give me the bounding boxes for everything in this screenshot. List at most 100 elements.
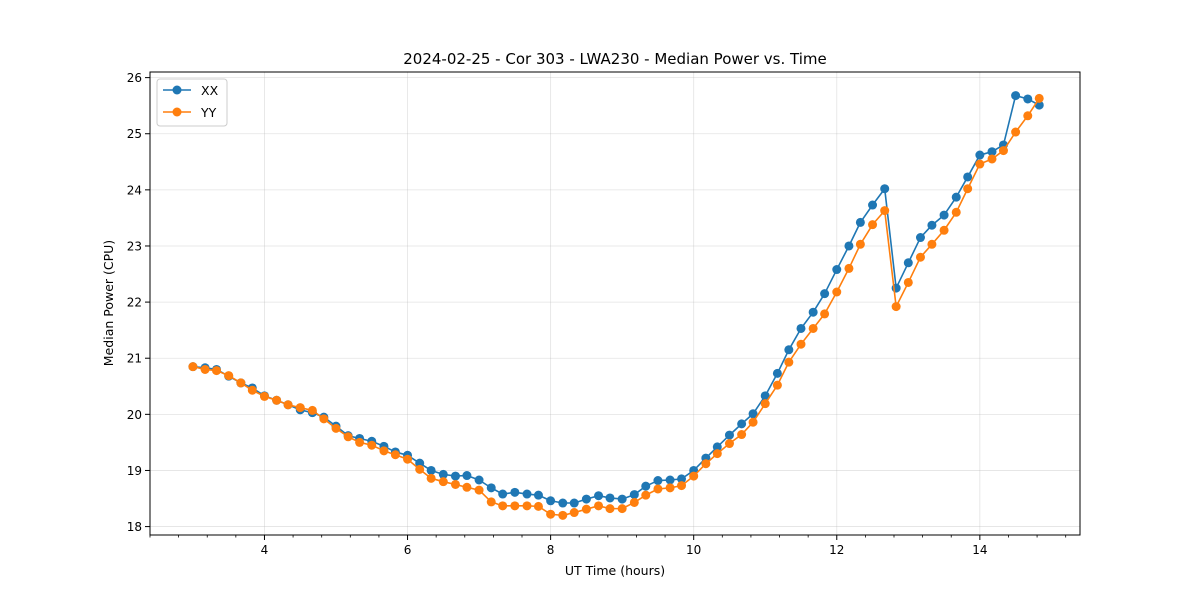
series-yy-point	[247, 385, 257, 395]
series-yy-point	[415, 464, 425, 474]
series-xx-point	[951, 192, 961, 202]
y-tick-label: 25	[127, 127, 142, 141]
x-tick-label: 4	[261, 543, 269, 557]
series-xx-point	[975, 150, 985, 160]
series-yy-point	[224, 371, 234, 381]
y-tick-label: 22	[127, 296, 142, 310]
series-xx-point	[868, 200, 878, 210]
series-yy-point	[927, 239, 937, 249]
series-yy-point	[689, 471, 699, 481]
series-yy-point	[510, 501, 520, 511]
x-tick-label: 14	[972, 543, 987, 557]
series-yy-point	[307, 405, 317, 415]
series-yy-point	[558, 510, 568, 520]
series-yy-point	[975, 159, 985, 169]
chart-title: 2024-02-25 - Cor 303 - LWA230 - Median P…	[403, 50, 827, 68]
series-xx-point	[581, 494, 591, 504]
series-yy-point	[915, 252, 925, 262]
series-yy-point	[855, 239, 865, 249]
series-yy-point	[474, 485, 484, 495]
series-yy-point	[760, 399, 770, 409]
series-yy-point	[665, 483, 675, 493]
series-yy-point	[641, 490, 651, 500]
series-yy-point	[724, 439, 734, 449]
series-yy-point	[987, 154, 997, 164]
series-xx-point	[760, 391, 770, 401]
series-yy-point	[594, 501, 604, 511]
legend-yy-marker	[172, 107, 182, 117]
series-xx-point	[772, 368, 782, 378]
series-xx-point	[737, 419, 747, 429]
series-xx-point	[462, 471, 472, 481]
series-yy-point	[808, 323, 818, 333]
y-tick-label: 23	[127, 239, 142, 253]
series-xx-point	[915, 233, 925, 243]
series-yy-point	[212, 366, 222, 376]
series-xx-point	[617, 494, 627, 504]
series-xx-point	[1011, 91, 1021, 101]
legend-xx-marker	[172, 85, 182, 95]
series-yy-point	[844, 263, 854, 273]
legend: XX YY	[156, 78, 228, 127]
series-xx-point	[486, 483, 496, 493]
series-xx-point	[426, 465, 436, 475]
series-xx-point	[546, 496, 556, 506]
series-yy-point	[1023, 111, 1033, 121]
series-yy-point	[498, 501, 508, 511]
series-yy-point	[390, 450, 400, 460]
series-yy-point	[880, 206, 890, 216]
series-xx-point	[415, 458, 425, 468]
y-axis-label: Median Power (CPU)	[101, 240, 116, 366]
series-yy-point	[784, 357, 794, 367]
series-yy-point	[712, 449, 722, 459]
series-yy-point	[748, 417, 758, 427]
series-yy-point	[737, 430, 747, 440]
series-xx-point	[641, 481, 651, 491]
series-xx-point	[927, 220, 937, 230]
x-tick-label: 6	[404, 543, 412, 557]
x-axis-label: UT Time (hours)	[565, 563, 665, 578]
legend-xx-label: XX	[201, 83, 219, 98]
data-series	[188, 91, 1044, 520]
series-yy-point	[438, 477, 448, 487]
series-xx-point	[629, 490, 639, 500]
series-yy-point	[259, 391, 269, 401]
series-yy-point	[891, 302, 901, 312]
series-yy-point	[343, 432, 353, 442]
series-yy-point	[1011, 127, 1021, 137]
series-yy-point	[998, 146, 1008, 156]
series-yy-point	[569, 508, 579, 518]
series-xx-point	[712, 442, 722, 452]
series-yy-point	[283, 400, 293, 410]
plot-area-frame	[149, 71, 1081, 536]
series-yy-point	[939, 225, 949, 235]
series-xx-point	[665, 475, 675, 485]
series-xx-point	[533, 490, 543, 500]
y-tick-label: 21	[127, 352, 142, 366]
x-tick-label: 10	[686, 543, 701, 557]
series-yy-point	[581, 504, 591, 514]
series-xx-point	[438, 469, 448, 479]
series-yy-point	[796, 339, 806, 349]
grid	[150, 72, 1080, 535]
series-xx-point	[594, 491, 604, 501]
series-xx-point	[939, 210, 949, 220]
series-xx-point	[808, 307, 818, 317]
series-xx-point	[510, 487, 520, 497]
series-xx-point	[855, 217, 865, 227]
y-tick-label: 24	[127, 183, 142, 197]
series-xx-point	[677, 474, 687, 484]
series-xx-point	[558, 498, 568, 508]
series-xx-point	[748, 409, 758, 419]
series-xx-point	[987, 147, 997, 157]
series-yy-point	[272, 395, 282, 405]
series-xx-point	[796, 323, 806, 333]
y-tick-label: 18	[127, 520, 142, 534]
series-yy-point	[963, 184, 973, 194]
series-yy-point	[832, 287, 842, 297]
series-yy-point	[820, 309, 830, 319]
y-tick-label: 20	[127, 408, 142, 422]
series-xx-point	[903, 258, 913, 268]
series-yy-point	[486, 497, 496, 507]
